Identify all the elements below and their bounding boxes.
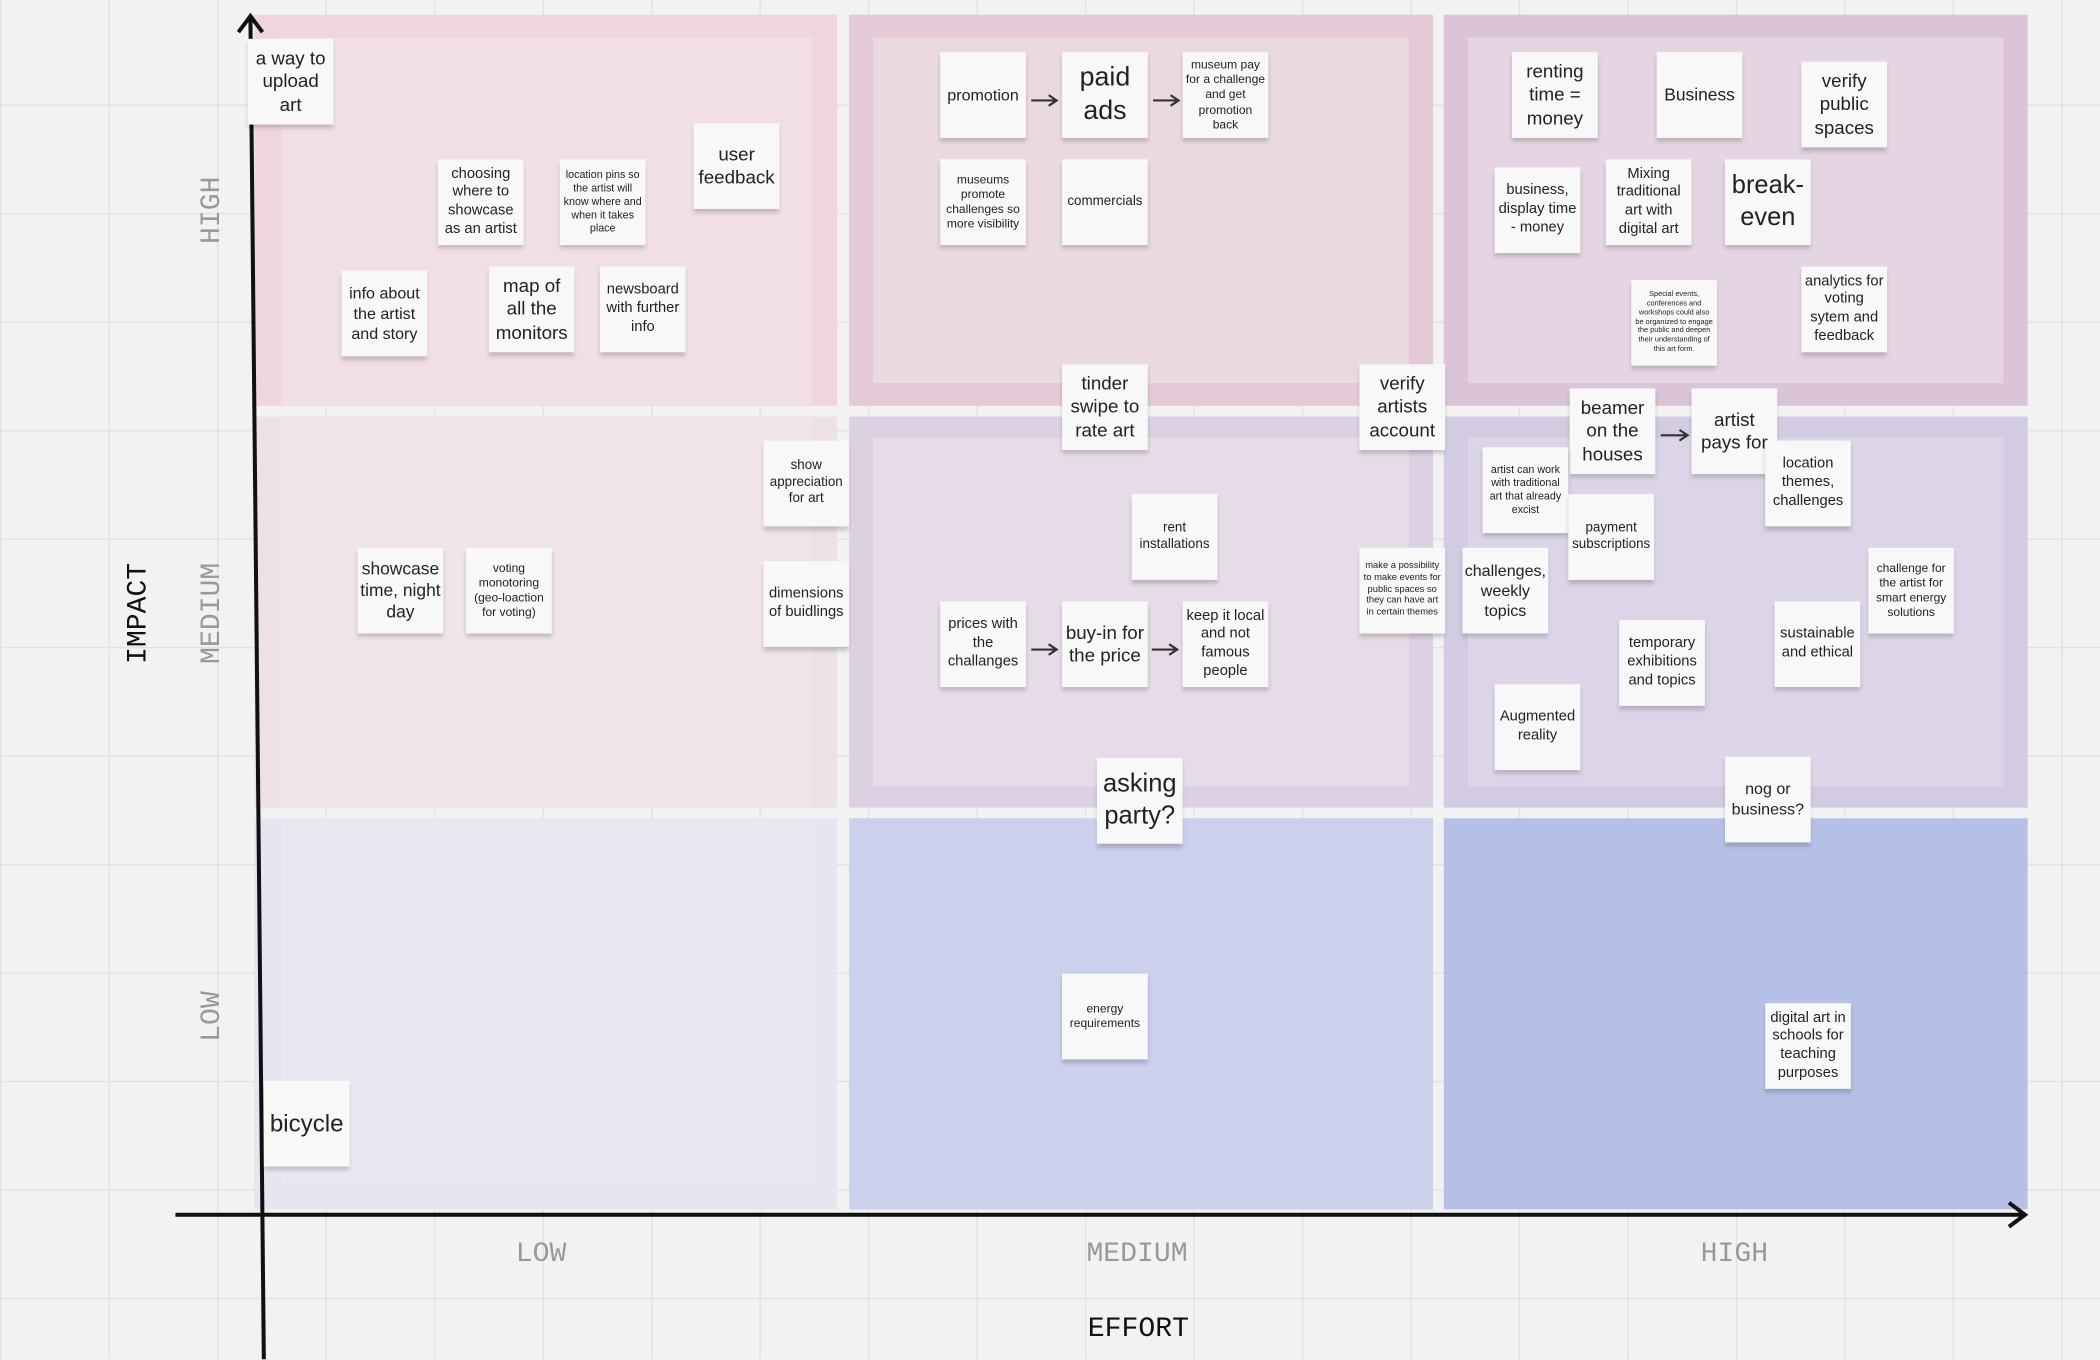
sticky-note: location pins so the artist will know wh… bbox=[559, 159, 646, 246]
sticky-note: make a possibility to make events for pu… bbox=[1359, 547, 1446, 634]
sticky-note: voting monotoring (geo-loaction for voti… bbox=[466, 547, 552, 634]
sticky-note: museum pay for a challenge and get promo… bbox=[1182, 52, 1269, 138]
sticky-note: buy-in for the price bbox=[1062, 601, 1148, 688]
x-level: LOW bbox=[516, 1239, 567, 1270]
sticky-note: bicycle bbox=[263, 1080, 350, 1167]
sticky-note: promotion bbox=[940, 52, 1026, 138]
arrows bbox=[1031, 94, 1690, 656]
sticky-note: Augmented reality bbox=[1494, 684, 1581, 771]
sticky-note: info about the artist and story bbox=[341, 270, 428, 357]
sticky-note: paid ads bbox=[1062, 52, 1148, 138]
sticky-note: a way to upload art bbox=[247, 38, 334, 125]
sticky-note: dimensions of buidlings bbox=[763, 561, 850, 647]
sticky-note: artist can work with traditional art tha… bbox=[1482, 447, 1569, 534]
sticky-note: verify public spaces bbox=[1801, 61, 1888, 148]
x-level: HIGH bbox=[1701, 1239, 1768, 1270]
sticky-note: map of all the monitors bbox=[488, 266, 575, 353]
sticky-note: user feedback bbox=[693, 123, 780, 209]
sticky-note: newsboard with further info bbox=[600, 266, 686, 353]
y-axis-title: IMPACT bbox=[123, 563, 154, 664]
sticky-note: challenge for the artist for smart energ… bbox=[1868, 547, 1955, 634]
sticky-note: analytics for voting sytem and feedback bbox=[1801, 266, 1888, 353]
sticky-note: choosing where to showcase as an artist bbox=[437, 159, 524, 246]
sticky-note: renting time = money bbox=[1512, 52, 1598, 138]
sticky-note: energy requirements bbox=[1062, 973, 1148, 1060]
x-axis-title: EFFORT bbox=[1088, 1314, 1189, 1345]
y-level: HIGH bbox=[197, 177, 228, 244]
sticky-note: nog or business? bbox=[1725, 756, 1811, 843]
sticky-note: asking party? bbox=[1096, 758, 1183, 844]
sticky-note: tinder swipe to rate art bbox=[1062, 364, 1148, 451]
axes bbox=[175, 12, 2029, 1360]
sticky-note: prices with the challanges bbox=[940, 601, 1026, 688]
y-level: MEDIUM bbox=[197, 563, 228, 664]
sticky-note: location themes, challenges bbox=[1765, 440, 1851, 527]
sticky-note: showcase time, night day bbox=[357, 547, 444, 634]
sticky-note: rent installations bbox=[1131, 494, 1218, 580]
sticky-note: business, display time - money bbox=[1494, 167, 1581, 254]
sticky-note: museums promote challenges so more visib… bbox=[940, 159, 1026, 246]
sticky-note: Special events, conferences and workshop… bbox=[1631, 279, 1717, 366]
sticky-note: show appreciation for art bbox=[763, 440, 850, 527]
sticky-note: Mixing traditional art with digital art bbox=[1605, 159, 1692, 246]
sticky-note: commercials bbox=[1062, 159, 1148, 246]
sticky-note: break-even bbox=[1725, 159, 1811, 246]
sticky-note: challenges, weekly topics bbox=[1462, 547, 1549, 634]
sticky-note: artist pays for bbox=[1691, 388, 1778, 475]
sticky-note: sustainable and ethical bbox=[1774, 601, 1861, 688]
sticky-note: keep it local and not famous people bbox=[1182, 601, 1269, 688]
sticky-note: temporary exhibitions and topics bbox=[1619, 620, 1705, 706]
x-level: MEDIUM bbox=[1086, 1239, 1187, 1270]
sticky-note: digital art in schools for teaching purp… bbox=[1765, 1003, 1851, 1089]
sticky-note: verify artists account bbox=[1359, 364, 1446, 451]
sticky-note: Business bbox=[1656, 52, 1743, 138]
y-level: LOW bbox=[197, 991, 228, 1042]
sticky-note: beamer on the houses bbox=[1569, 388, 1656, 475]
sticky-note: payment subscriptions bbox=[1568, 494, 1655, 580]
